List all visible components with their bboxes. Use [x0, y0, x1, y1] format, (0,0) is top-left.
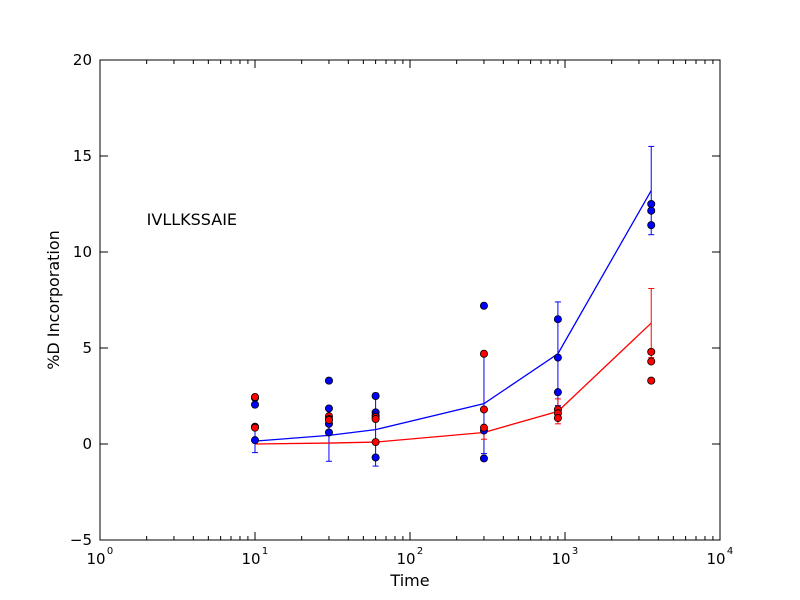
- data-point: [479, 454, 488, 463]
- x-tick-label: 10: [241, 550, 260, 568]
- x-tick-exponent: 1: [262, 546, 268, 557]
- x-axis-label: Time: [389, 571, 429, 590]
- data-point: [250, 423, 259, 432]
- data-point: [647, 206, 656, 215]
- data-point: [647, 199, 656, 208]
- data-point: [647, 357, 656, 366]
- data-point: [553, 353, 562, 362]
- x-tick-label: 10: [551, 550, 570, 568]
- peptide-annotation: IVLLKSSAIE: [147, 210, 237, 229]
- x-tick-label: 10: [706, 550, 725, 568]
- mean-line: [254, 190, 652, 442]
- data-point: [371, 453, 380, 462]
- data-point: [371, 438, 380, 447]
- data-point: [250, 436, 259, 445]
- data-point: [479, 349, 488, 358]
- y-tick-label: −5: [70, 531, 92, 549]
- y-tick-label: 15: [73, 147, 92, 165]
- data-point: [324, 428, 333, 437]
- data-point: [553, 414, 562, 423]
- points-1: [250, 347, 656, 447]
- y-axis-label: %D Incorporation: [44, 230, 63, 370]
- plot-layer: [250, 145, 656, 467]
- x-tick-exponent: 0: [107, 546, 113, 557]
- x-tick-label: 10: [396, 550, 415, 568]
- y-tick-label: 0: [82, 435, 92, 453]
- data-point: [324, 404, 333, 413]
- data-point: [250, 400, 259, 409]
- data-point: [553, 388, 562, 397]
- data-point: [324, 376, 333, 385]
- x-tick-label: 10: [86, 550, 105, 568]
- y-tick-label: 10: [73, 243, 92, 261]
- mean-line: [254, 322, 652, 445]
- x-tick-exponent: 2: [417, 546, 423, 557]
- data-point: [647, 347, 656, 356]
- data-point: [553, 315, 562, 324]
- x-tick-exponent: 4: [727, 546, 733, 557]
- data-point: [324, 415, 333, 424]
- data-point: [479, 405, 488, 414]
- y-tick-label: 5: [82, 339, 92, 357]
- data-point: [647, 376, 656, 385]
- data-point: [647, 221, 656, 230]
- y-tick-label: 20: [73, 51, 92, 69]
- x-tick-exponent: 3: [572, 546, 578, 557]
- data-point: [371, 415, 380, 424]
- data-point: [250, 392, 259, 401]
- data-point: [479, 423, 488, 432]
- data-point: [479, 301, 488, 310]
- data-point: [371, 391, 380, 400]
